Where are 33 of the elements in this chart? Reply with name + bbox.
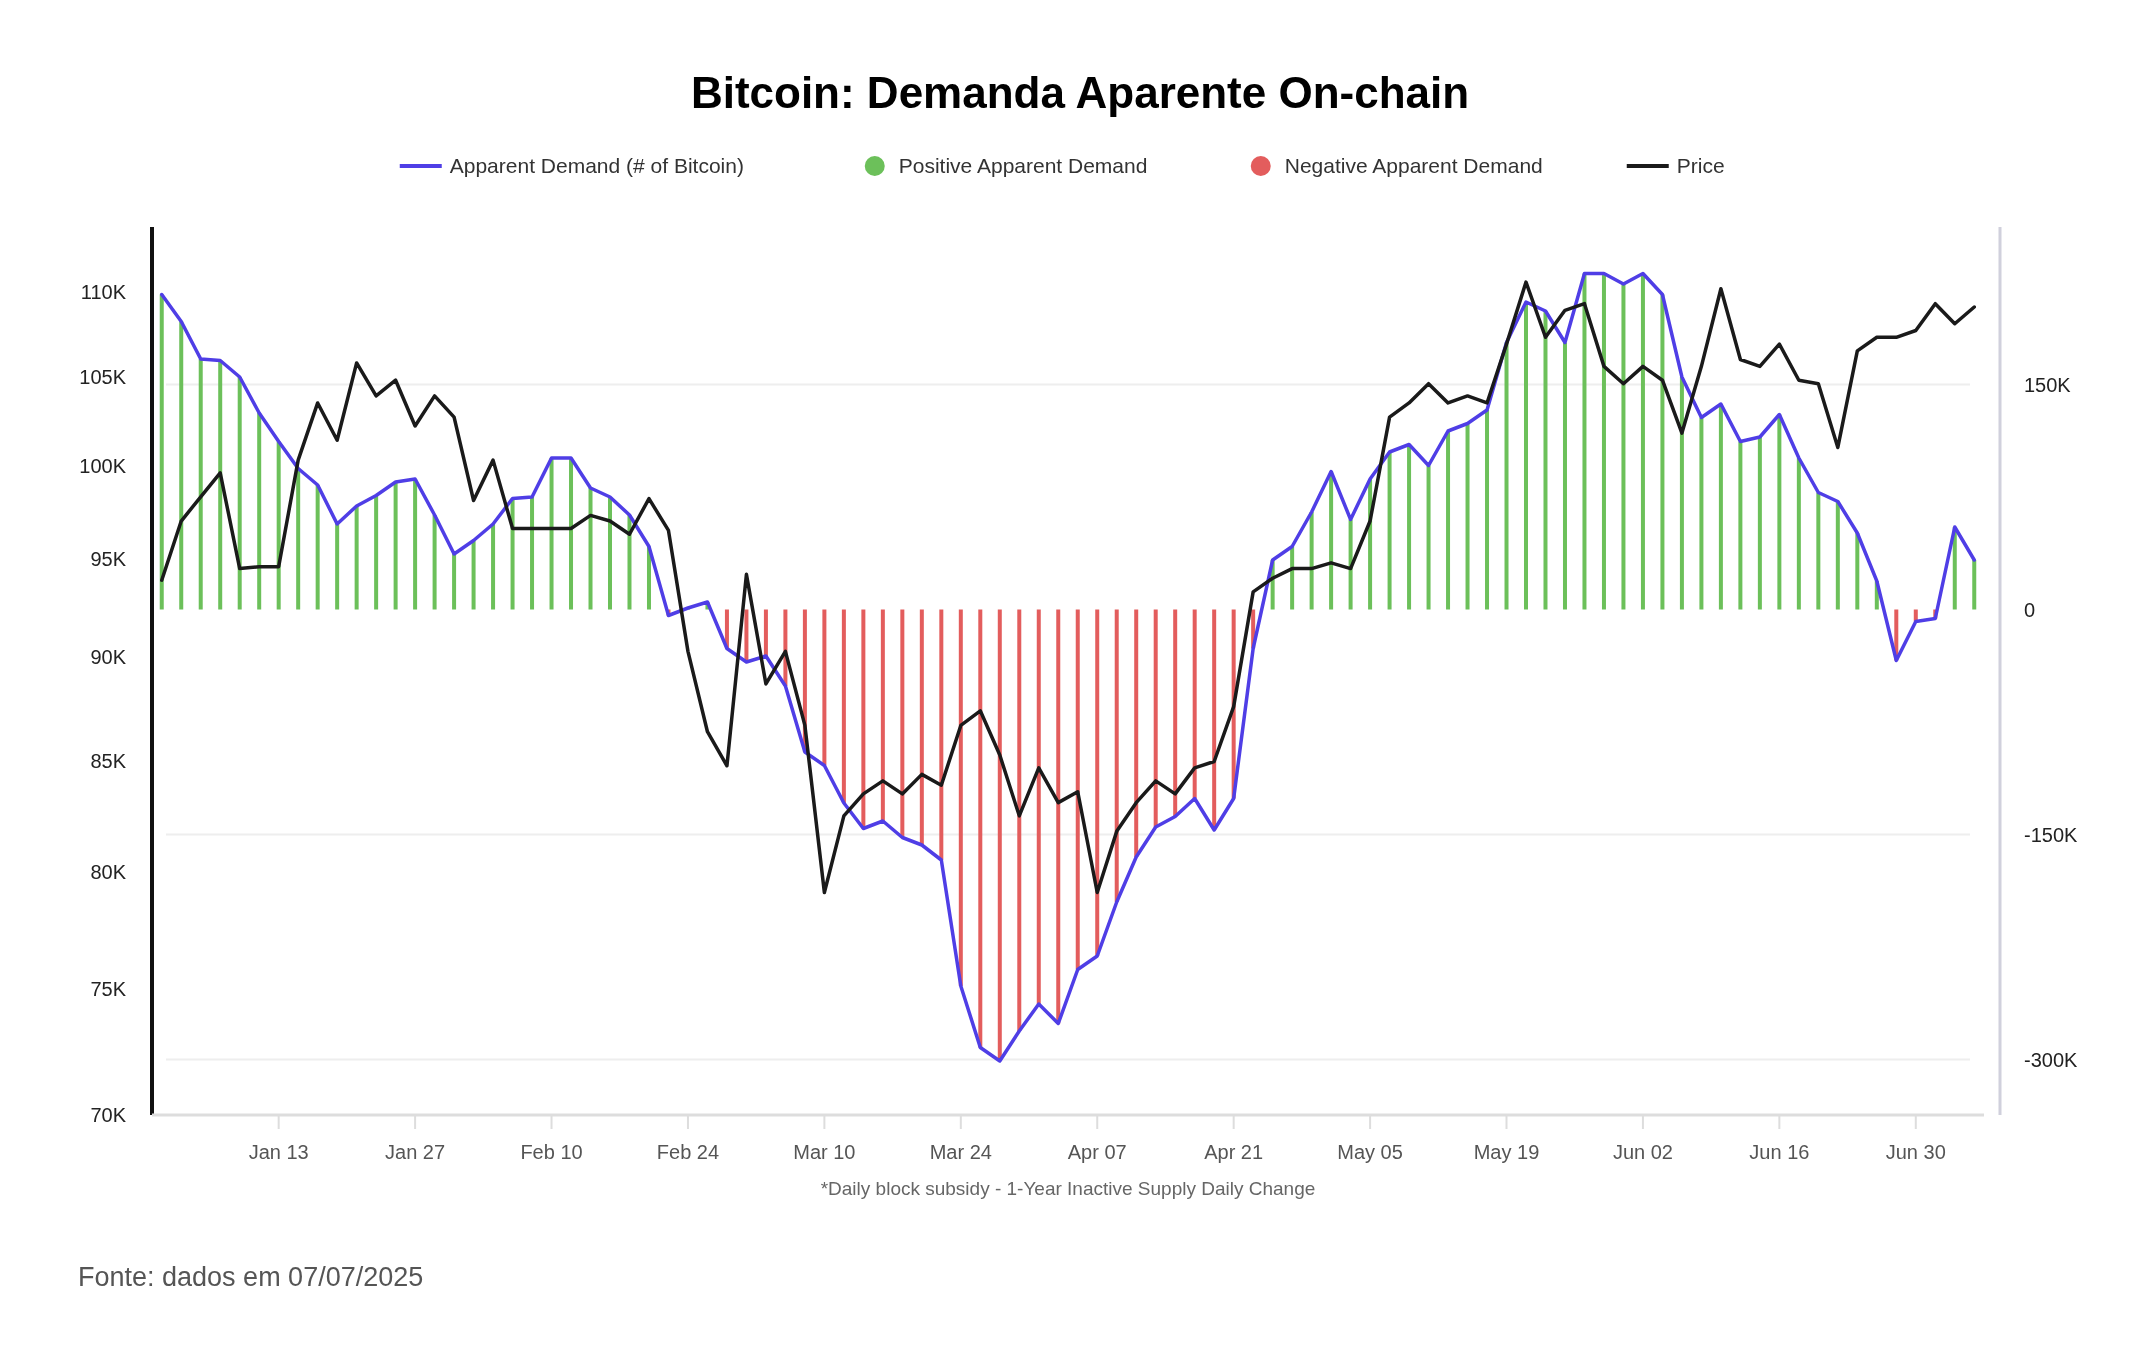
- legend-label: Positive Apparent Demand: [898, 154, 1148, 177]
- y-tick-label: 95K: [90, 547, 127, 570]
- x-tick-label: May 19: [1473, 1141, 1540, 1163]
- y-tick-label: 110K: [80, 281, 127, 304]
- y2-tick-label: 0: [2024, 598, 2036, 621]
- x-tick-label: Jan 27: [385, 1141, 446, 1163]
- y-tick-label: 105K: [79, 365, 127, 388]
- x-tick-label: Feb 10: [520, 1141, 583, 1163]
- x-tick-label: Apr 07: [1067, 1141, 1127, 1163]
- y2-tick-label: 150K: [2024, 373, 2072, 396]
- x-tick-label: Apr 21: [1204, 1141, 1264, 1163]
- y-tick-label: 70K: [90, 1104, 127, 1126]
- x-tick-label: Mar 10: [793, 1141, 856, 1163]
- legend-label: Apparent Demand (# of Bitcoin): [449, 154, 744, 177]
- x-tick-label: Jun 02: [1612, 1141, 1673, 1163]
- legend-label: Negative Apparent Demand: [1284, 154, 1543, 177]
- legend-label: Price: [1676, 154, 1725, 177]
- y-tick-label: 75K: [90, 978, 127, 1001]
- x-axis-title: *Daily block subsidy - 1-Year Inactive Supply Daily Change: [820, 1178, 1316, 1199]
- y-tick-label: 85K: [90, 750, 127, 773]
- x-tick-label: Jun 16: [1749, 1141, 1810, 1163]
- x-tick-label: Mar 24: [929, 1141, 992, 1163]
- x-tick-label: Jan 13: [248, 1141, 309, 1163]
- y2-tick-label: -150K: [2024, 823, 2079, 846]
- x-tick-label: Jun 30: [1885, 1141, 1946, 1163]
- y-tick-label: 90K: [90, 646, 127, 669]
- y2-tick-label: -300K: [2024, 1048, 2079, 1071]
- x-tick-label: May 05: [1337, 1141, 1403, 1163]
- x-tick-label: Feb 24: [656, 1141, 720, 1163]
- chart-title: Bitcoin: Demanda Aparente On-chain: [690, 68, 1470, 117]
- y-tick-label: 80K: [90, 860, 127, 883]
- source-note: Fonte: dados em 07/07/2025: [78, 1262, 424, 1292]
- y-tick-label: 100K: [79, 454, 127, 477]
